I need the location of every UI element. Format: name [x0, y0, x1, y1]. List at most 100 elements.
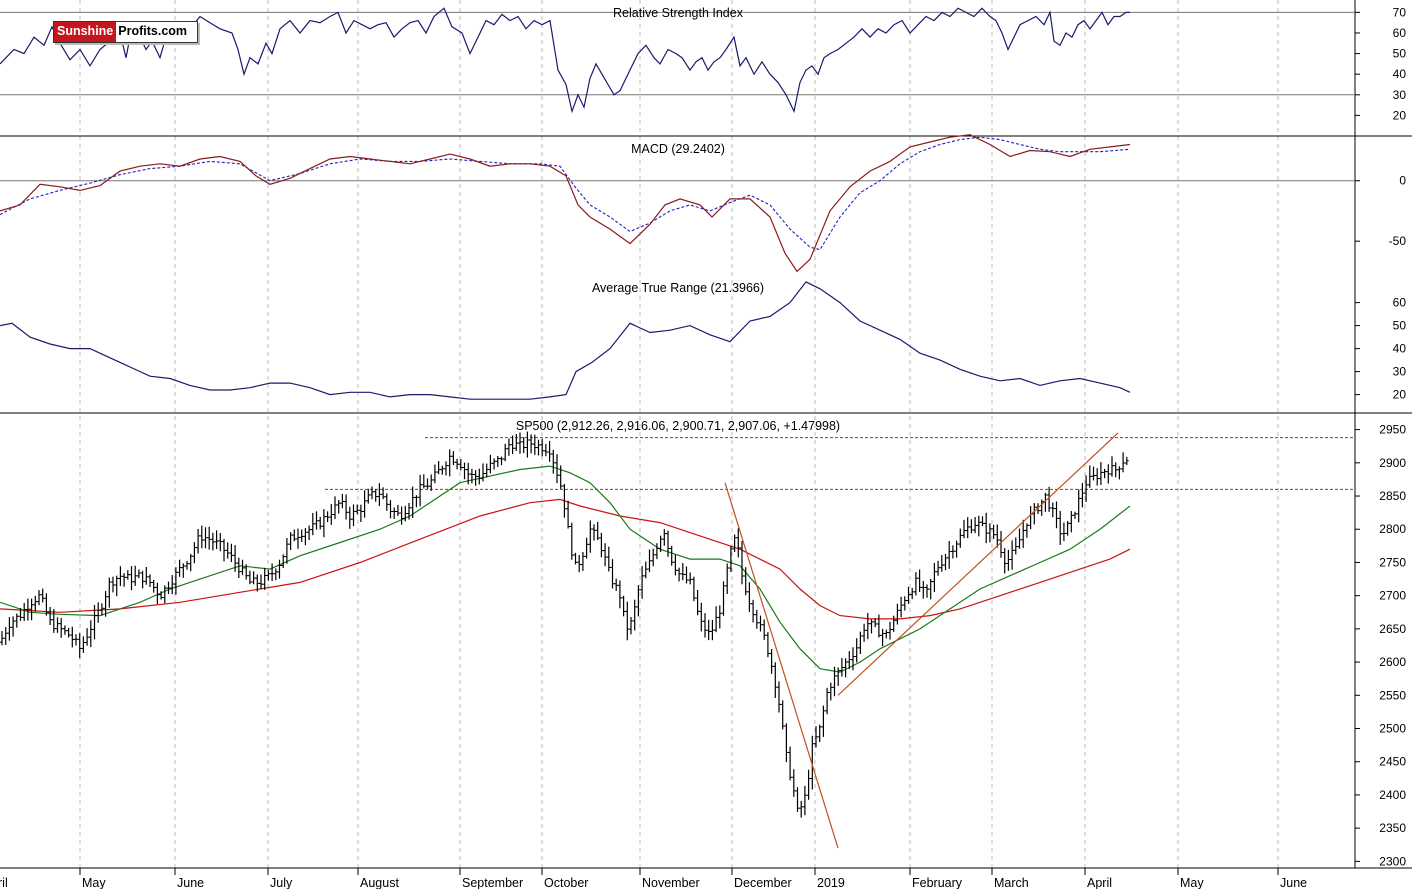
ohlc-bar [728, 546, 733, 572]
ohlc-bar [85, 628, 90, 646]
ohlc-bar [233, 545, 238, 572]
ohlc-bar [651, 548, 656, 567]
ohlc-bar [388, 500, 393, 519]
ohlc-bar [514, 434, 519, 452]
ohlc-bar [347, 506, 352, 529]
ohlc-bar [1032, 503, 1037, 525]
ohlc-bar [654, 543, 659, 560]
ohlc-bar [133, 565, 138, 586]
x-tick-label: May [82, 876, 106, 889]
ohlc-bar [636, 585, 641, 617]
ohlc-bar [1050, 502, 1055, 518]
ohlc-bar [721, 581, 726, 616]
ohlc-bar [910, 587, 915, 600]
ohlc-bar [1106, 464, 1111, 484]
ohlc-bar [973, 517, 978, 534]
ohlc-bar [603, 543, 608, 567]
ohlc-bar [784, 723, 789, 763]
ohlc-bar [296, 528, 300, 549]
y-tick-label: 2750 [1379, 555, 1406, 569]
ohlc-bar [118, 566, 123, 586]
ohlc-bar [421, 474, 426, 489]
ohlc-bar [477, 468, 482, 485]
ohlc-bar [884, 629, 889, 639]
ohlc-bar [148, 574, 152, 588]
ohlc-bar [425, 478, 430, 489]
ohlc-bar [1102, 468, 1107, 479]
macd-panel: -50 0 MACD (29.2402) [0, 134, 1406, 273]
ohlc-bar [1091, 466, 1096, 481]
ohlc-bar [647, 549, 652, 573]
gridlines [79, 0, 1279, 868]
ohlc-bar [769, 649, 774, 674]
y-tick-label: 2600 [1379, 655, 1406, 669]
ohlc-bar [55, 617, 60, 633]
ohlc-bar [229, 543, 234, 563]
ohlc-bar [643, 561, 648, 579]
ohlc-bar [159, 591, 164, 600]
ohlc-bar [569, 522, 574, 560]
ohlc-bar [122, 573, 127, 587]
y-tick-label: 2650 [1379, 622, 1406, 636]
x-tick-label: June [1280, 876, 1307, 889]
ohlc-bar [355, 504, 360, 515]
ohlc-bar [1002, 548, 1007, 574]
ohlc-bar [344, 494, 349, 520]
ohlc-bar [96, 602, 101, 623]
ohlc-bar [140, 570, 145, 589]
ohlc-bar [765, 632, 770, 658]
ohlc-bar [1047, 486, 1052, 512]
ohlc-bar [662, 529, 667, 546]
ohlc-bar [40, 588, 45, 603]
ohlc-bar [429, 474, 434, 491]
ohlc-bar [440, 465, 445, 475]
ohlc-bar [33, 595, 38, 612]
ohlc-bar [828, 682, 833, 701]
y-tick-label: 20 [1393, 108, 1407, 122]
ohlc-bar [458, 459, 463, 471]
ohlc-bar [1110, 456, 1114, 477]
panel-frames [0, 0, 1412, 869]
ohlc-bar [762, 619, 767, 640]
ohlc-bar [814, 726, 818, 748]
ohlc-bar [858, 631, 863, 654]
ohlc-bar [725, 563, 730, 595]
x-tick-label: April [1087, 876, 1112, 889]
ohlc-bar [506, 438, 511, 456]
ohlc-bar [0, 631, 4, 646]
ohlc-bar [810, 735, 815, 790]
ohlc-bar [207, 526, 212, 550]
ohlc-bar [1098, 462, 1103, 485]
ohlc-bar [414, 495, 419, 508]
ohlc-bar [606, 546, 611, 572]
ohlc-bar [277, 559, 282, 579]
ohlc-bar [62, 625, 67, 635]
ohlc-bar [980, 516, 985, 527]
ohlc-bar [170, 575, 175, 595]
ohlc-bar [754, 609, 759, 629]
ohlc-bar [155, 582, 160, 605]
x-tick-label: June [177, 876, 204, 889]
ohlc-bar [107, 577, 112, 608]
ohlc-bar [281, 554, 286, 568]
ohlc-bar [358, 504, 363, 523]
ohlc-bar [736, 528, 741, 558]
ohlc-bar [329, 503, 334, 525]
ohlc-bar [444, 461, 448, 476]
ohlc-bar [1087, 465, 1092, 488]
ohlc-bar [314, 511, 319, 530]
ohlc-bar [551, 449, 556, 474]
ohlc-bar [592, 524, 596, 541]
ohlc-bar [210, 532, 215, 551]
ohlc-bar [181, 563, 186, 578]
ohlc-bar [684, 566, 689, 584]
ohlc-bar [188, 553, 193, 572]
ohlc-bar [103, 591, 108, 617]
ohlc-bar [706, 619, 711, 641]
y-tick-label: 60 [1393, 26, 1407, 40]
ohlc-bar [928, 579, 933, 600]
ohlc-bar [407, 502, 411, 520]
ohlc-bar [999, 531, 1003, 558]
x-tick-label: 2019 [817, 876, 845, 889]
